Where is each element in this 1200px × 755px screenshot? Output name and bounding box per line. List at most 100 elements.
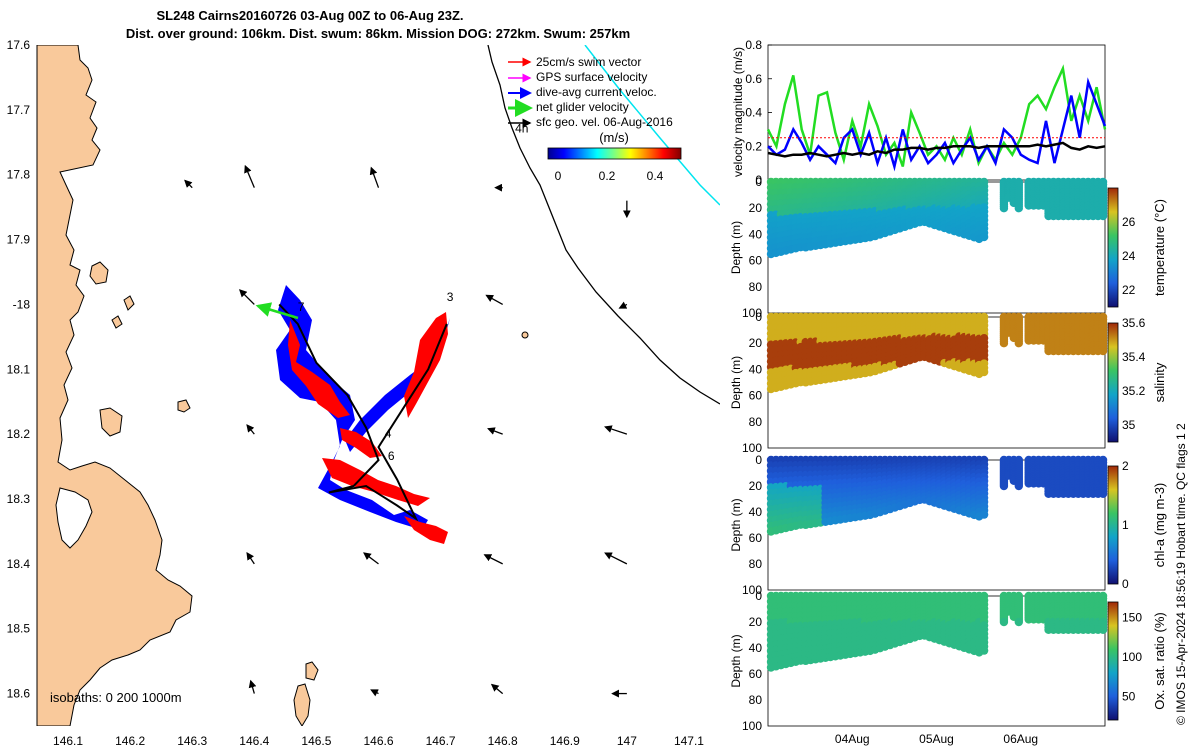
section-y-tick-label: 60 (749, 389, 763, 403)
velocity-series-line (766, 64, 1107, 167)
colorbar-tick-label: 35.2 (1122, 384, 1146, 398)
colorbar-label: salinity (1152, 362, 1167, 402)
section-y-tick-label: 40 (749, 505, 763, 519)
island-7 (123, 295, 135, 311)
section-data-point (999, 339, 1009, 348)
title-line-1: SL248 Cairns20160726 03-Aug 00Z to 06-Au… (156, 8, 463, 23)
section-y-tick-label: 80 (749, 280, 763, 294)
colorbar-tick-label: 22 (1122, 283, 1136, 297)
section-data-point (1098, 346, 1108, 356)
geo-vector-arrow (483, 554, 503, 565)
velocity-series-line (767, 77, 1107, 172)
section-data-point (999, 481, 1009, 491)
section-y-tick-label: 40 (749, 227, 763, 241)
section-data-point (999, 204, 1009, 213)
section-y-tick-label: 100 (742, 441, 762, 455)
velocity-y-tick-label: 0 (755, 173, 762, 187)
geo-vector-arrow (363, 552, 379, 565)
section-x-tick-label: 05Aug (919, 732, 954, 746)
map-y-tick-label: 18.1 (7, 362, 31, 376)
geo-vector-arrow (369, 166, 380, 188)
section-oxygen-saturation: 0 20 40 60 80 100 Depth (m) 50 100 150 Ox. sat. ra… (729, 589, 1167, 746)
geo-vector-arrow (485, 294, 503, 305)
track-label: 3 (447, 290, 454, 304)
legend-units: (m/s) (599, 130, 629, 145)
velocity-y-tick-label: 0.8 (745, 38, 762, 52)
map-legend: 25cm/s swim vector GPS surface velocity … (508, 55, 682, 183)
map-x-ticks: 146.1 146.2 146.3 146.4 146.5 146.6 146.7 146.8… (53, 734, 704, 748)
current-vectors-fan (276, 285, 428, 530)
map-y-tick-label: -18 (13, 297, 31, 311)
section-y-tick-label: 60 (749, 667, 763, 681)
colorbar-tick-label: 35.4 (1122, 350, 1146, 364)
section-y-tick-label: 0 (755, 175, 762, 189)
velocity-y-tick-label: 0.2 (745, 139, 762, 153)
geo-vector-arrow (248, 679, 257, 694)
map-colorbar (547, 147, 682, 160)
map-x-tick-label: 146.9 (550, 734, 580, 748)
map-y-tick-label: 17.6 (7, 38, 31, 52)
colorbar-tick-label: 150 (1122, 611, 1142, 625)
map-x-tick-label: 146.6 (363, 734, 393, 748)
map-x-tick-label: 146.7 (426, 734, 456, 748)
section-data-point (1098, 211, 1108, 221)
section-y-tick-label: 20 (749, 479, 763, 493)
section-data-point (979, 232, 989, 242)
track-label: 6 (388, 449, 395, 463)
map-x-tick-label: 147.1 (674, 734, 704, 748)
section-data-point (999, 617, 1009, 627)
geo-vector-arrow (184, 179, 193, 189)
side-note: © IMOS 15-Apr-2024 18:56:19 Hobart time.… (1174, 423, 1188, 725)
geo-vector-arrow (370, 689, 379, 697)
velocity-y-tick-label: 0.6 (745, 72, 762, 86)
geo-vector-arrow (604, 425, 628, 435)
map-y-tick-label: 18.2 (7, 427, 31, 441)
glider-track-line (278, 303, 448, 522)
section-y-tick-label: 100 (742, 306, 762, 320)
track-label: 7 (298, 300, 305, 314)
swim-vectors-4 (404, 516, 448, 544)
section-ylabel: Depth (m) (729, 498, 743, 551)
section-y-tick-label: 0 (755, 589, 762, 603)
colorbar-label: temperature (°C) (1152, 199, 1167, 296)
map-y-tick-label: 18.5 (7, 622, 31, 636)
island-5 (293, 683, 311, 726)
section-y-tick-label: 80 (749, 415, 763, 429)
land-peninsula-channel (55, 487, 93, 549)
section-colorbar (1107, 465, 1119, 585)
colorbar-label: Ox. sat. ratio (%) (1152, 612, 1167, 710)
geo-vector-arrow (244, 164, 255, 188)
section-y-tick-label: 20 (749, 615, 763, 629)
velocity-y-tick-label: 0.4 (745, 106, 762, 120)
island-4 (111, 315, 123, 329)
section-x-tick-label: 06Aug (1003, 732, 1038, 746)
section-y-tick-label: 100 (742, 719, 762, 733)
velocity-series (766, 64, 1107, 172)
colorbar-tick-label: 1 (1122, 518, 1129, 532)
island-3 (177, 399, 191, 413)
colorbar-tick-label: 50 (1122, 689, 1136, 703)
reef-dot (521, 331, 529, 339)
section-y-tick-label: 20 (749, 201, 763, 215)
section-data-point (1014, 204, 1023, 213)
velocity-series-line (767, 141, 1106, 158)
section-y-tick-label: 20 (749, 336, 763, 350)
section-y-tick-label: 0 (755, 453, 762, 467)
map-x-tick-label: 146.1 (53, 734, 83, 748)
section-y-tick-label: 100 (742, 583, 762, 597)
section-data-point (1014, 481, 1023, 491)
shelf-break-line (487, 45, 720, 405)
map-y-tick-label: 18.6 (7, 687, 31, 701)
geostrophic-vectors (184, 164, 631, 698)
section-data-point (979, 646, 989, 655)
geo-vector-arrow (618, 301, 628, 309)
geo-vector-arrow (490, 683, 504, 695)
section-y-tick-label: 80 (749, 693, 763, 707)
map-y-tick-label: 18.4 (7, 557, 31, 571)
colorbar-tick-label: 100 (1122, 650, 1142, 664)
cyan-line (584, 45, 720, 206)
section-y-tick-label: 0 (755, 310, 762, 324)
island-6 (305, 661, 319, 681)
